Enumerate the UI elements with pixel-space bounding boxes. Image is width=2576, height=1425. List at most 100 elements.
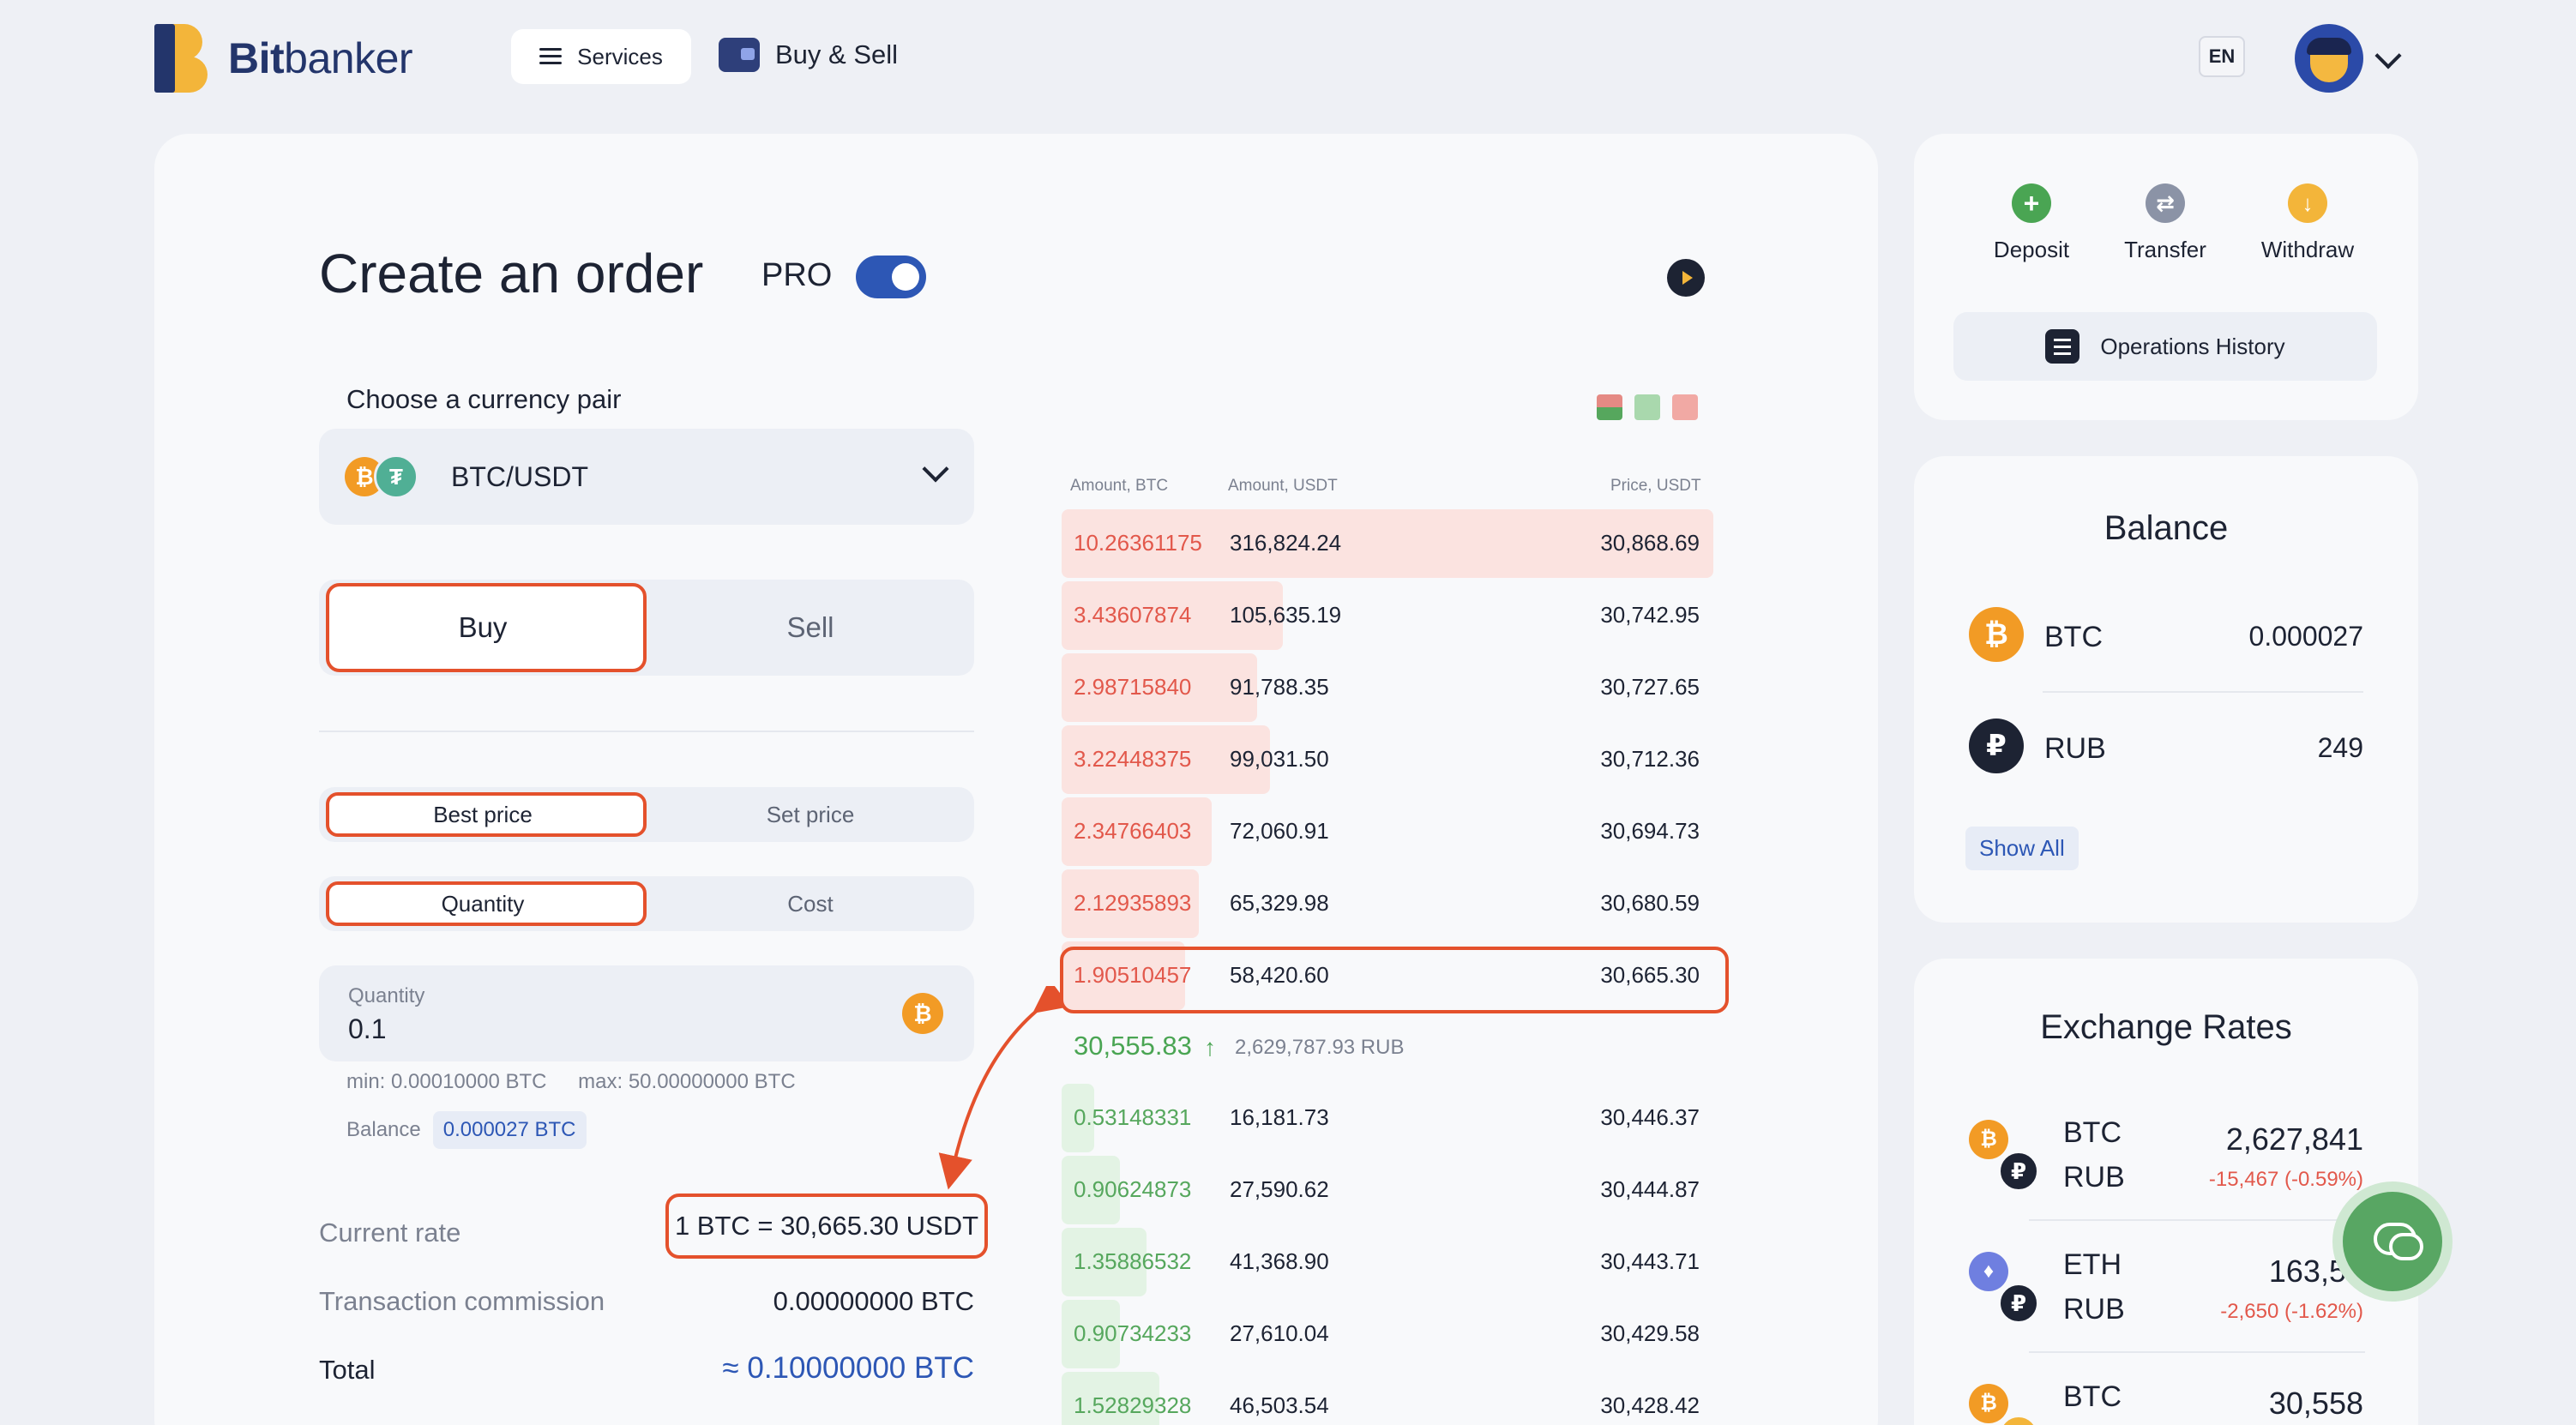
amount-btc: 3.43607874 [1074,602,1192,628]
balance-item-btc[interactable]: ₿ BTC 0.000027 [1969,607,2363,664]
ask-row[interactable]: 2.12935893 65,329.98 30,680.59 [1062,869,1713,938]
ask-row[interactable]: 2.34766403 72,060.91 30,694.73 [1062,797,1713,866]
sell-tab-label: Sell [786,611,834,643]
pro-mode-toggle[interactable] [856,256,926,298]
amount-btc: 0.53148331 [1074,1104,1192,1130]
plus-icon: + [2012,183,2051,223]
rate-item-btc-usdt[interactable]: ₿ ₮ BTC 30,558 [1969,1374,2363,1425]
max-limit: max: 50.00000000 BTC [578,1070,796,1093]
ask-row[interactable]: 3.43607874 105,635.19 30,742.95 [1062,581,1713,650]
bid-row[interactable]: 0.53148331 16,181.73 30,446.37 [1062,1084,1713,1152]
amount-usdt: 91,788.35 [1230,674,1329,700]
rate-change: -2,650 (-1.62%) [2220,1300,2363,1323]
divider [2029,1219,2365,1221]
bitcoin-icon: ₿ [1969,1384,2008,1423]
show-all-button[interactable]: Show All [1965,827,2079,870]
bid-row[interactable]: 1.52829328 46,503.54 30,428.42 [1062,1372,1713,1425]
depth-bar [1062,869,1199,938]
amount-mode-toggle: Quantity Cost [319,876,974,931]
bid-row[interactable]: 0.90624873 27,590.62 30,444.87 [1062,1156,1713,1224]
wallet-icon [719,38,760,72]
exchange-rates-panel: Exchange Rates ₿ ₽ BTC RUB 2,627,841 -15… [1914,959,2418,1425]
price: 30,429.58 [1600,1320,1700,1346]
depth-bar [1062,1300,1120,1368]
price: 30,868.69 [1600,530,1700,556]
min-limit: min: 0.00010000 BTC [346,1070,547,1093]
support-chat-button[interactable] [2332,1181,2453,1302]
balance-value-chip[interactable]: 0.000027 BTC [432,1111,587,1149]
buy-tab[interactable]: Buy [319,580,647,676]
rate-quote: RUB [2063,1293,2125,1326]
ask-row[interactable]: 2.98715840 91,788.35 30,727.65 [1062,653,1713,722]
balance-label: Balance [346,1118,421,1141]
transfer-button[interactable]: ⇄ Transfer [2101,183,2230,263]
amount-btc: 3.22448375 [1074,746,1192,772]
wallet-actions-panel: + Deposit ⇄ Transfer ↓ Withdraw Operatio… [1914,134,2418,420]
balance-item-rub[interactable]: ₽ RUB 249 [1969,719,2363,775]
balance-symbol: BTC [2044,621,2103,653]
both-sides-view-icon[interactable] [1597,394,1622,420]
available-balance: Balance 0.000027 BTC [346,1111,587,1149]
balance-symbol: RUB [2044,732,2106,765]
play-video-icon[interactable] [1667,259,1705,297]
amount-btc: 0.90624873 [1074,1176,1192,1202]
services-label: Services [577,43,663,69]
divider [2043,691,2363,693]
depth-bar [1062,1156,1120,1224]
tether-icon: ₮ [1998,1415,2039,1425]
bitcoin-icon: ₿ [1969,1120,2008,1159]
price: 30,428.42 [1600,1392,1700,1418]
ask-row[interactable]: 3.22448375 99,031.50 30,712.36 [1062,725,1713,794]
orderbook-header-amount-btc: Amount, BTC [1070,477,1169,495]
depth-bar [1062,1084,1094,1152]
currency-pair-select[interactable]: ₿ ₮ BTC/USDT [319,429,974,525]
user-avatar[interactable] [2295,24,2363,93]
bid-row[interactable]: 1.35886532 41,368.90 30,443.71 [1062,1228,1713,1296]
rate-item-eth-rub[interactable]: ♦ ₽ ETH RUB 163,50 -2,650 (-1.62%) [1969,1242,2363,1336]
price-mode-toggle: Best price Set price [319,787,974,842]
ruble-icon: ₽ [1998,1151,2039,1192]
best-price-tab[interactable]: Best price [319,787,647,842]
amount-usdt: 99,031.50 [1230,746,1329,772]
download-icon: ↓ [2288,183,2327,223]
set-price-tab[interactable]: Set price [647,787,974,842]
transfer-label: Transfer [2124,237,2206,262]
amount-usdt: 65,329.98 [1230,890,1329,916]
language-switcher[interactable]: EN [2199,36,2245,77]
rate-item-btc-rub[interactable]: ₿ ₽ BTC RUB 2,627,841 -15,467 (-0.59%) [1969,1109,2363,1204]
arrow-up-icon: ↑ [1204,1034,1216,1061]
chat-bubble-icon [2343,1192,2442,1291]
deposit-button[interactable]: + Deposit [1967,183,2096,263]
quantity-input[interactable]: Quantity 0.1 ₿ [319,965,974,1061]
bitbanker-logo[interactable]: Bitbanker [154,24,413,93]
order-card [154,134,1878,1425]
asks-view-icon[interactable] [1672,394,1698,420]
quantity-tab[interactable]: Quantity [319,876,647,931]
sell-tab[interactable]: Sell [647,580,974,676]
amount-btc: 2.12935893 [1074,890,1192,916]
bid-row[interactable]: 0.90734233 27,610.04 30,429.58 [1062,1300,1713,1368]
ask-row[interactable]: 10.26361175 316,824.24 30,868.69 [1062,509,1713,578]
price: 30,727.65 [1600,674,1700,700]
operations-history-button[interactable]: Operations History [1953,312,2377,381]
ask-row[interactable]: 1.90510457 58,420.60 30,665.30 [1062,941,1713,1010]
amount-btc: 1.90510457 [1074,962,1192,988]
amount-usdt: 16,181.73 [1230,1104,1329,1130]
bitcoin-icon: ₿ [1969,607,2024,662]
rate-change: -15,467 (-0.59%) [2208,1168,2363,1191]
ruble-icon: ₽ [1998,1283,2039,1324]
buy-sell-link[interactable]: Buy & Sell [719,38,898,72]
withdraw-button[interactable]: ↓ Withdraw [2243,183,2372,263]
bids-view-icon[interactable] [1634,394,1660,420]
amount-usdt: 46,503.54 [1230,1392,1329,1418]
amount-usdt: 58,420.60 [1230,962,1329,988]
transfer-icon: ⇄ [2146,183,2185,223]
divider [319,731,974,732]
quantity-limits: min: 0.00010000 BTC max: 50.00000000 BTC [346,1070,796,1094]
cost-tab[interactable]: Cost [647,876,974,931]
services-menu-button[interactable]: Services [511,29,691,84]
rate-base: ETH [2063,1248,2122,1281]
list-icon [2045,329,2080,364]
chevron-down-icon[interactable] [2374,42,2402,69]
set-price-label: Set price [766,801,855,827]
